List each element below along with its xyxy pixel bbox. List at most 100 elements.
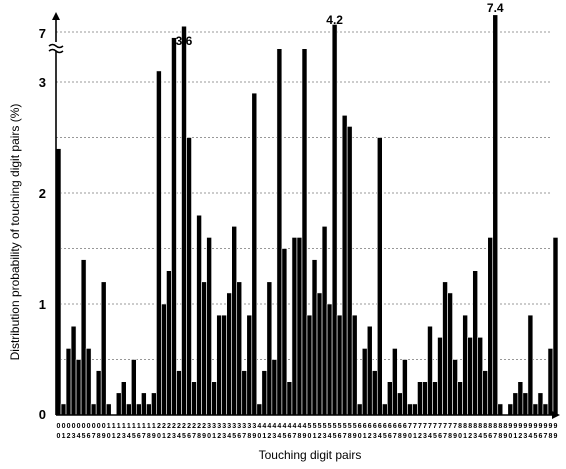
x-tick-72-ones: 2	[418, 433, 422, 440]
x-tick-65-ones: 5	[383, 433, 387, 440]
bar-16	[136, 403, 142, 416]
bars	[55, 14, 559, 416]
bar-73	[422, 381, 428, 416]
x-tick-95-ones: 5	[533, 433, 537, 440]
x-tick-76-ones: 6	[438, 433, 442, 440]
bar-86	[487, 237, 494, 416]
x-tick-97-ones: 7	[543, 433, 547, 440]
bar-85	[482, 370, 489, 416]
bar-95	[532, 403, 539, 416]
x-tick-74-ones: 4	[428, 433, 432, 440]
x-tick-31-tens: 3	[212, 423, 216, 430]
bar-92	[517, 381, 524, 416]
bar-51	[311, 259, 318, 416]
bar-53	[321, 226, 328, 416]
x-tick-27-ones: 7	[192, 433, 196, 440]
x-tick-61-ones: 1	[363, 433, 367, 440]
x-tick-45-tens: 4	[282, 423, 286, 430]
bar-90	[507, 403, 514, 416]
bar-99	[552, 237, 559, 416]
x-tick-77-ones: 7	[443, 433, 447, 440]
x-tick-20-ones: 0	[157, 433, 161, 440]
bar-40	[256, 403, 263, 416]
bar-08	[95, 370, 102, 416]
x-tick-01-tens: 0	[62, 423, 66, 430]
x-axis-label: Touching digit pairs	[259, 448, 362, 462]
bar-98	[547, 348, 554, 416]
bar-59	[351, 314, 358, 416]
bar-49	[301, 48, 308, 416]
x-tick-44-tens: 4	[277, 423, 281, 430]
x-tick-93-tens: 9	[523, 423, 527, 430]
x-tick-68-ones: 8	[398, 433, 402, 440]
x-tick-82-ones: 2	[468, 433, 472, 440]
x-tick-76-tens: 7	[438, 423, 442, 430]
x-tick-33-tens: 3	[222, 423, 226, 430]
x-tick-66-tens: 6	[388, 423, 392, 430]
bar-68	[397, 392, 403, 416]
bar-78	[447, 292, 453, 416]
bar-23	[171, 37, 177, 416]
x-tick-26-ones: 6	[187, 433, 191, 440]
bar-50	[306, 314, 313, 416]
x-tick-26-tens: 2	[187, 423, 191, 430]
x-tick-19-ones: 9	[152, 433, 156, 440]
x-tick-64-ones: 4	[378, 433, 382, 440]
x-tick-79-tens: 7	[453, 423, 457, 430]
x-tick-29-ones: 9	[202, 433, 206, 440]
x-tick-38-tens: 3	[247, 423, 251, 430]
x-tick-50-tens: 5	[308, 423, 312, 430]
x-tick-83-tens: 8	[473, 423, 477, 430]
x-tick-00-tens: 0	[57, 423, 61, 430]
x-tick-12-tens: 1	[117, 423, 121, 430]
x-tick-43-ones: 3	[272, 433, 276, 440]
bar-32	[216, 314, 222, 416]
x-tick-15-ones: 5	[132, 433, 136, 440]
x-tick-42-ones: 2	[267, 433, 271, 440]
x-tick-81-tens: 8	[463, 423, 467, 430]
x-tick-94-ones: 4	[528, 433, 532, 440]
x-tick-75-ones: 5	[433, 433, 437, 440]
x-tick-10-tens: 1	[107, 423, 111, 430]
bar-48	[296, 237, 303, 416]
bar-45	[281, 248, 288, 416]
bar-01	[60, 403, 67, 416]
bar-75	[432, 381, 438, 416]
bar-74	[427, 325, 433, 416]
x-tick-50-ones: 0	[308, 433, 312, 440]
y-axis-label: Distribution probability of touching dig…	[8, 104, 22, 361]
x-tick-11-tens: 1	[112, 423, 116, 430]
bar-54	[326, 303, 333, 416]
bar-22	[166, 270, 172, 416]
x-tick-39-tens: 3	[252, 423, 256, 430]
bar-64	[376, 137, 383, 416]
x-tick-99-ones: 9	[554, 433, 558, 440]
x-tick-84-tens: 8	[478, 423, 482, 430]
x-tick-54-ones: 4	[328, 433, 332, 440]
x-tick-16-tens: 1	[137, 423, 141, 430]
x-tick-96-tens: 9	[538, 423, 542, 430]
x-tick-22-tens: 2	[167, 423, 171, 430]
x-tick-74-tens: 7	[428, 423, 432, 430]
x-tick-62-tens: 6	[368, 423, 372, 430]
x-tick-70-tens: 7	[408, 423, 412, 430]
axes	[48, 12, 560, 419]
x-tick-85-ones: 5	[483, 433, 487, 440]
x-tick-37-tens: 3	[242, 423, 246, 430]
x-tick-25-ones: 5	[182, 433, 186, 440]
x-tick-19-tens: 1	[152, 423, 156, 430]
bar-33	[221, 314, 227, 416]
x-tick-54-tens: 5	[328, 423, 332, 430]
x-tick-40-tens: 4	[257, 423, 261, 430]
x-tick-93-ones: 3	[523, 433, 527, 440]
x-tick-42-tens: 4	[267, 423, 271, 430]
x-tick-47-ones: 7	[292, 433, 296, 440]
bar-39	[251, 92, 258, 416]
x-tick-29-tens: 2	[202, 423, 206, 430]
bar-82	[467, 336, 473, 416]
x-tick-48-ones: 8	[298, 433, 302, 440]
x-tick-90-ones: 0	[508, 433, 512, 440]
y-tick-1: 1	[39, 297, 46, 312]
x-tick-61-tens: 6	[363, 423, 367, 430]
x-tick-41-ones: 1	[262, 433, 266, 440]
